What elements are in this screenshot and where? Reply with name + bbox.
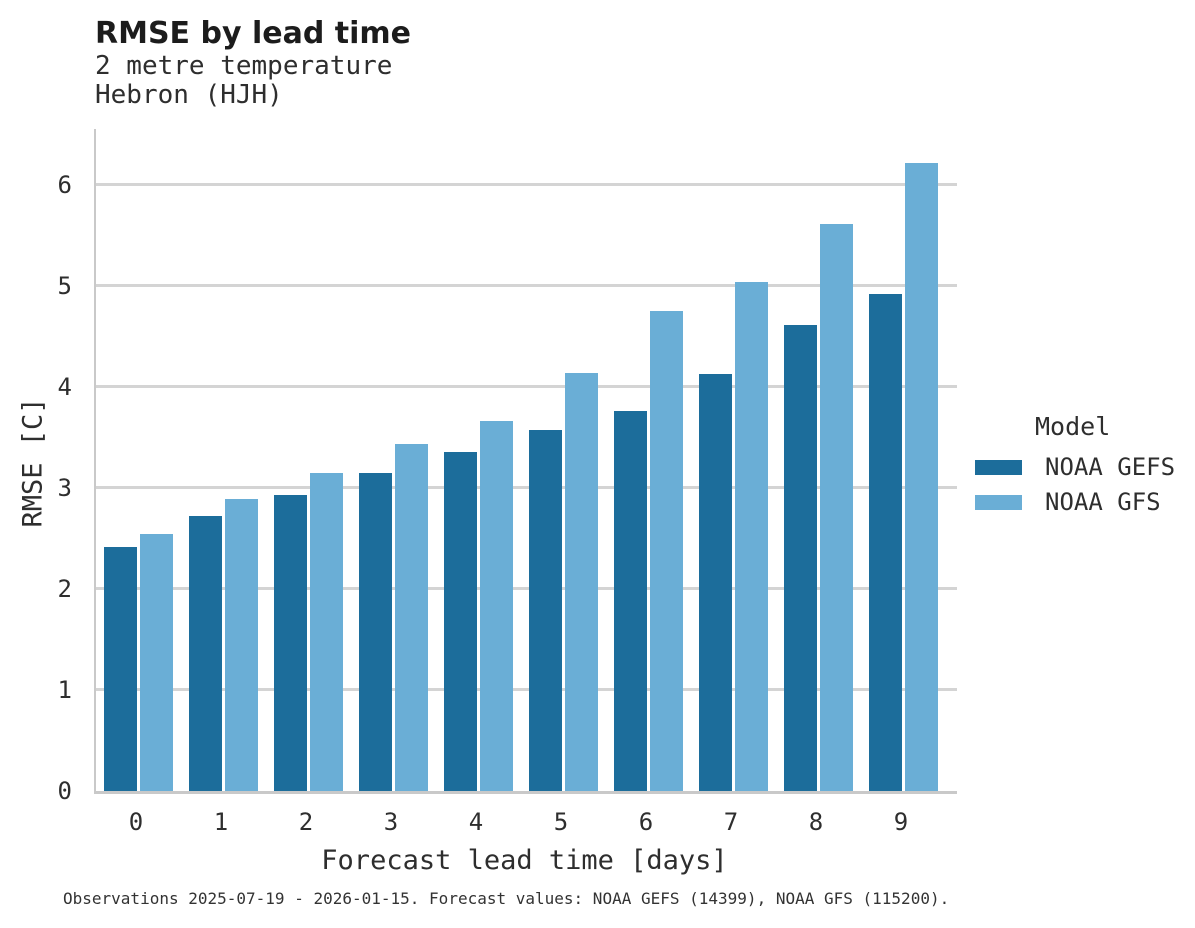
bar-noaa-gfs-lead-3 [394, 444, 428, 791]
bar-noaa-gefs-lead-5 [528, 430, 562, 791]
gridline-y3 [96, 486, 957, 490]
bar-noaa-gfs-lead-6 [649, 310, 683, 791]
x-tick-label-6: 6 [638, 808, 654, 836]
x-tick-label-8: 8 [808, 808, 824, 836]
legend-swatch-icon [975, 459, 1022, 475]
gridline-y2 [96, 587, 957, 591]
bar-noaa-gefs-lead-3 [358, 472, 392, 791]
y-tick-label-6: 6 [57, 170, 72, 199]
bar-noaa-gfs-lead-0 [139, 534, 173, 791]
y-tick-label-0: 0 [57, 777, 72, 805]
chart-title: RMSE by lead time [95, 16, 411, 51]
bar-noaa-gfs-lead-2 [309, 472, 343, 791]
legend-entries: NOAA GEFS NOAA GFS [975, 455, 1190, 514]
bar-noaa-gefs-lead-1 [188, 516, 222, 791]
x-tick-label-5: 5 [553, 808, 569, 836]
chart-subtitle-variable: 2 metre temperature [95, 51, 393, 81]
bar-noaa-gfs-lead-9 [904, 163, 938, 791]
y-tick-label-5: 5 [57, 271, 72, 300]
bar-noaa-gefs-lead-4 [443, 452, 477, 791]
y-axis-label: RMSE [C] [17, 397, 49, 528]
y-tick-label-2: 2 [57, 574, 72, 603]
x-tick-label-9: 9 [893, 808, 909, 836]
legend: Model NOAA GEFS NOAA GFS [975, 412, 1190, 525]
gridline-y1 [96, 688, 957, 692]
bar-noaa-gfs-lead-5 [564, 372, 598, 791]
legend-entry-label: NOAA GEFS [1045, 453, 1176, 481]
plot-panel [94, 129, 957, 794]
bar-noaa-gefs-lead-7 [698, 373, 732, 791]
gridline-y5 [96, 284, 957, 288]
bar-noaa-gefs-lead-0 [103, 547, 137, 791]
y-tick-label-4: 4 [57, 372, 72, 401]
bar-noaa-gefs-lead-8 [783, 325, 817, 791]
gridline-y6 [96, 183, 957, 187]
legend-title: Model [1035, 412, 1111, 441]
bar-noaa-gfs-lead-8 [819, 224, 853, 791]
bar-noaa-gefs-lead-9 [868, 293, 902, 791]
x-tick-label-2: 2 [298, 808, 314, 836]
legend-entry-label: NOAA GFS [1045, 488, 1161, 516]
legend-entry-noaa-gefs: NOAA GEFS [975, 455, 1190, 479]
bar-noaa-gefs-lead-6 [613, 410, 647, 791]
gridline-y4 [96, 385, 957, 389]
x-tick-label-0: 0 [128, 808, 144, 836]
chart-subtitle-station: Hebron (HJH) [95, 80, 283, 110]
x-tick-label-4: 4 [468, 808, 484, 836]
x-tick-label-1: 1 [213, 808, 229, 836]
x-tick-label-3: 3 [383, 808, 399, 836]
bar-noaa-gfs-lead-4 [479, 421, 513, 791]
y-tick-label-1: 1 [57, 675, 72, 704]
x-tick-label-7: 7 [723, 808, 739, 836]
legend-entry-noaa-gfs: NOAA GFS [975, 490, 1190, 514]
bar-noaa-gfs-lead-7 [734, 281, 768, 791]
legend-swatch-icon [975, 494, 1022, 510]
caption: Observations 2025-07-19 - 2026-01-15. Fo… [63, 889, 950, 908]
bar-noaa-gfs-lead-1 [224, 498, 258, 791]
bar-noaa-gefs-lead-2 [273, 494, 307, 791]
x-axis-label: Forecast lead time [days] [321, 845, 728, 876]
y-tick-label-3: 3 [57, 473, 72, 502]
